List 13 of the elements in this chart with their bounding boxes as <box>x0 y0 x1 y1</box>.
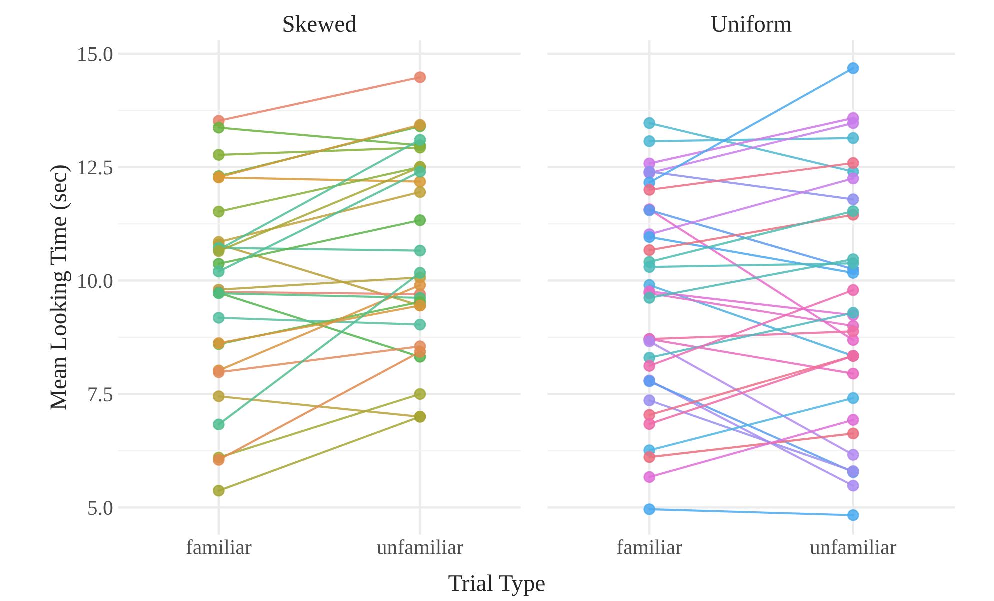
y-tick-label: 12.5 <box>78 160 113 175</box>
y-tick-label: 15.0 <box>78 47 113 62</box>
x-tick-label: unfamiliar <box>810 540 897 554</box>
y-tick-label: 10.0 <box>78 274 113 288</box>
x-tick-label: familiar <box>617 540 682 554</box>
chart-title: Skewed <box>284 16 357 32</box>
y-axis-title: Mean Looking Time (sec) <box>50 166 72 410</box>
chart-title: Uniform <box>711 15 792 32</box>
x-tick-label: unfamiliar <box>377 540 464 554</box>
y-tick-label: 7.5 <box>88 388 113 402</box>
x-axis-title: Trial Type <box>448 574 545 596</box>
x-tick-label: familiar <box>186 540 252 554</box>
y-tick-label: 5.0 <box>88 501 113 516</box>
